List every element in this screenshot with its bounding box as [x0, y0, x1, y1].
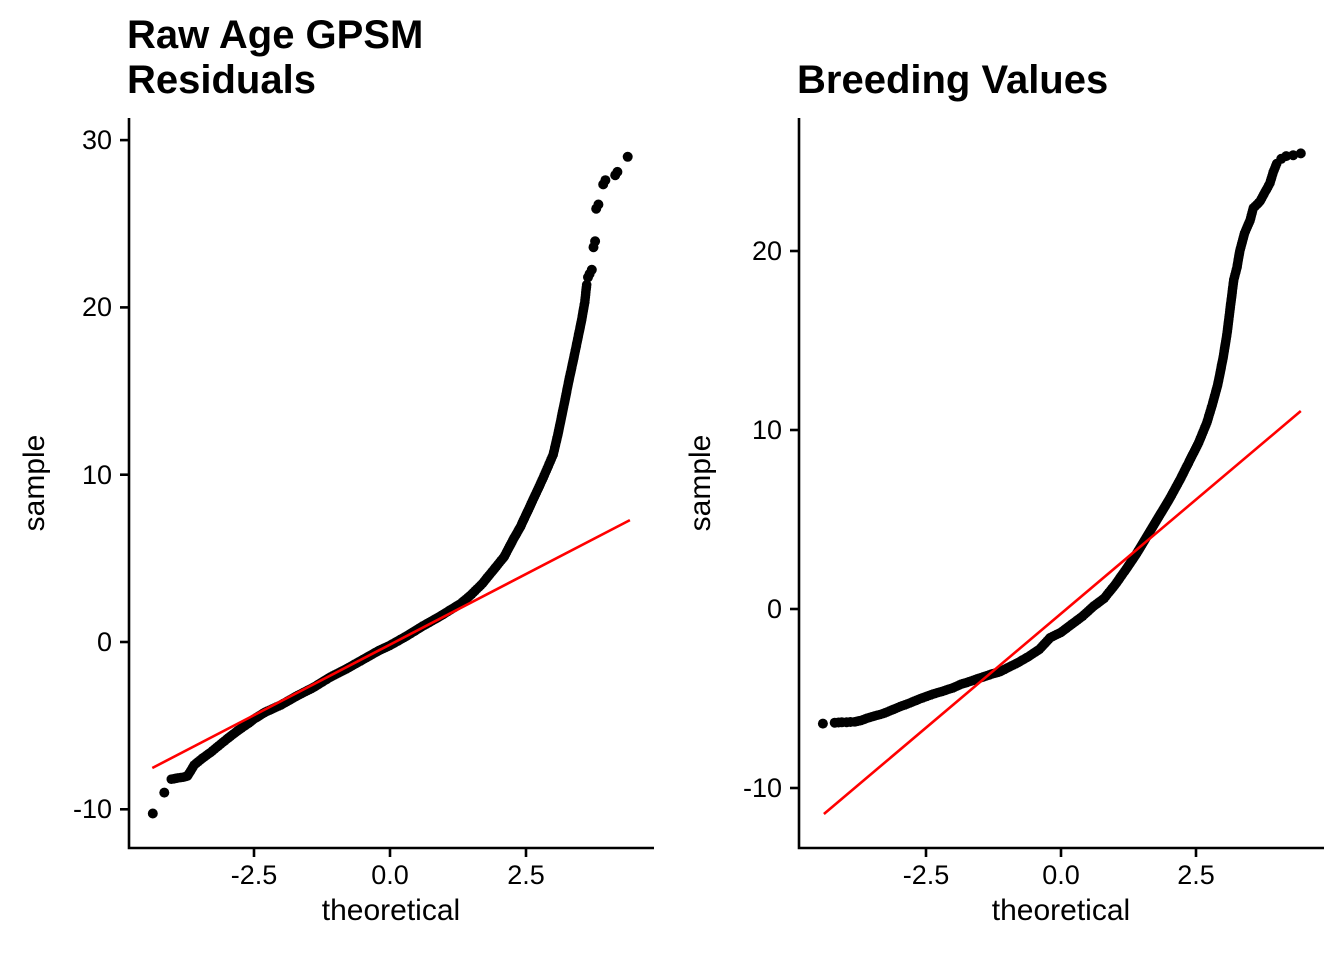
right-x-axis-title: theoretical [991, 894, 1131, 927]
qq-points-right [817, 148, 1306, 729]
y-tick-label-right: 10 [751, 415, 782, 445]
y-tick-label-left: 10 [81, 460, 112, 490]
qq-points-left [147, 151, 633, 819]
left-title-line-2: Residuals [127, 58, 316, 102]
x-tick-label-left: 2.5 [507, 860, 545, 890]
x-tick-label-right: -2.5 [902, 860, 950, 890]
axis-lines-right [797, 118, 1324, 850]
left-panel-title: Raw Age GPSM Residuals [127, 13, 423, 103]
y-tick-label-left: 30 [81, 125, 112, 155]
qq-reference-line-left [151, 518, 631, 770]
right-title-line-1: Breeding Values [797, 58, 1109, 102]
y-tick-label-right: 0 [766, 594, 782, 624]
y-tick-label-left: 0 [96, 627, 112, 657]
x-tick-label-right: 0.0 [1042, 860, 1080, 890]
left-x-axis-title: theoretical [321, 894, 461, 927]
x-tick-label-right: 2.5 [1177, 860, 1215, 890]
x-tick-label-left: 0.0 [371, 860, 409, 890]
axis-lines-left [127, 118, 654, 850]
y-tick-label-left: -10 [72, 794, 112, 824]
y-tick-label-right: -10 [742, 773, 782, 803]
left-title-line-1: Raw Age GPSM [127, 13, 424, 57]
right-panel-title: Breeding Values [797, 58, 1108, 103]
x-tick-label-left: -2.5 [230, 860, 278, 890]
y-tick-label-left: 20 [81, 292, 112, 322]
y-tick-label-right: 20 [751, 236, 782, 266]
qq-reference-line-right [823, 410, 1302, 815]
